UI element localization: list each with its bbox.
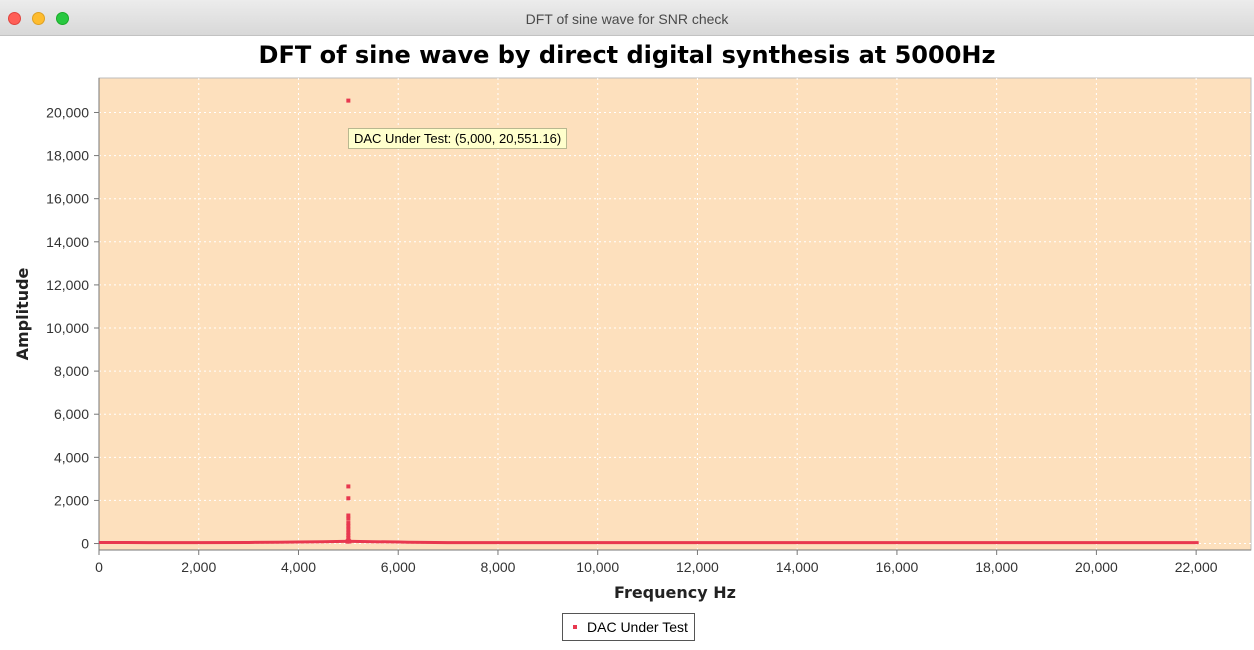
chart-legend: DAC Under Test (562, 613, 695, 641)
data-point (346, 513, 351, 518)
y-axis-label: Amplitude (13, 267, 32, 360)
series-noise-floor (98, 539, 1199, 545)
x-tick-label: 2,000 (181, 559, 216, 575)
x-tick-label: 18,000 (975, 559, 1018, 575)
y-tick-label: 6,000 (54, 406, 89, 422)
y-tick-label: 14,000 (46, 234, 89, 250)
y-tick-label: 4,000 (54, 449, 89, 465)
y-tick-label: 12,000 (46, 277, 89, 293)
data-point-tooltip: DAC Under Test: (5,000, 20,551.16) (348, 128, 568, 149)
x-tick-label: 10,000 (576, 559, 619, 575)
y-tick-label: 18,000 (46, 148, 89, 164)
x-tick-label: 16,000 (876, 559, 919, 575)
data-point (346, 496, 351, 501)
data-point (346, 521, 351, 526)
x-tick-label: 14,000 (776, 559, 819, 575)
y-tick-label: 20,000 (46, 104, 89, 120)
close-window-button[interactable] (8, 12, 21, 25)
x-tick-label: 4,000 (281, 559, 316, 575)
minimize-window-button[interactable] (32, 12, 45, 25)
y-tick-label: 10,000 (46, 320, 89, 336)
data-point (346, 527, 351, 532)
chart-title: DFT of sine wave by direct digital synth… (258, 41, 996, 69)
legend-series-marker (573, 625, 577, 629)
y-tick-label: 2,000 (54, 492, 89, 508)
x-tick-label: 6,000 (381, 559, 416, 575)
x-tick-label: 22,000 (1175, 559, 1218, 575)
legend-series-label: DAC Under Test (587, 619, 688, 635)
data-point (346, 516, 351, 521)
window-titlebar: DFT of sine wave for SNR check (0, 0, 1254, 36)
data-point (346, 98, 351, 103)
y-tick-label: 16,000 (46, 191, 89, 207)
zoom-window-button[interactable] (56, 12, 69, 25)
y-tick-label: 8,000 (54, 363, 89, 379)
plot-background (98, 77, 1252, 551)
x-tick-label: 0 (95, 559, 103, 575)
window-title: DFT of sine wave for SNR check (525, 11, 729, 27)
data-point (346, 484, 351, 489)
x-axis-label: Frequency Hz (614, 583, 736, 602)
data-point (346, 524, 351, 529)
y-tick-label: 0 (81, 536, 89, 552)
x-tick-label: 20,000 (1075, 559, 1118, 575)
x-tick-label: 8,000 (480, 559, 515, 575)
x-tick-label: 12,000 (676, 559, 719, 575)
